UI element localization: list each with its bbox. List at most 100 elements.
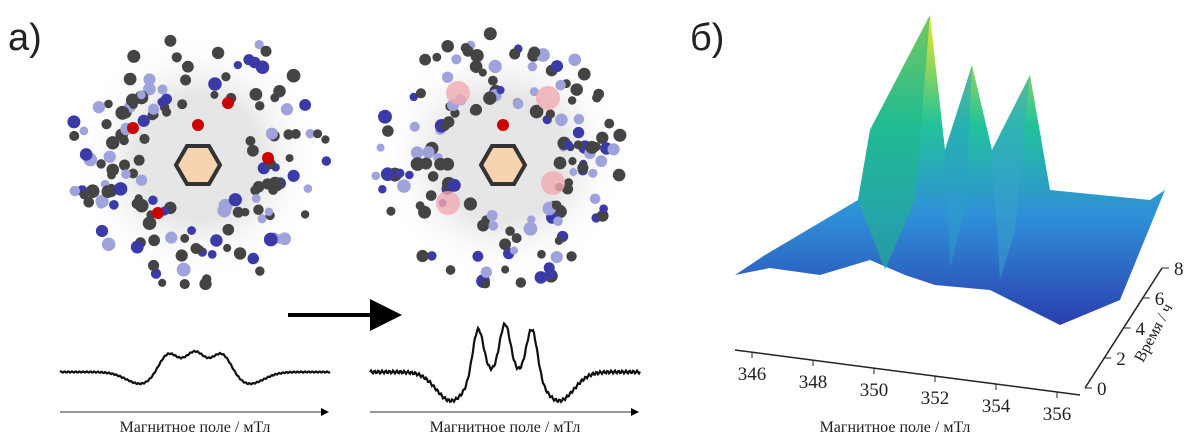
- atom: [513, 99, 523, 109]
- atom: [512, 233, 522, 243]
- atom: [131, 241, 144, 254]
- atom: [442, 72, 453, 83]
- atom: [304, 184, 313, 193]
- y-tick-label: 6: [1155, 289, 1165, 310]
- atom: [106, 136, 119, 149]
- atom: [568, 53, 581, 66]
- atom: [288, 170, 300, 182]
- atom: [157, 98, 166, 107]
- atom: [528, 46, 540, 58]
- atom: [377, 144, 385, 152]
- atom: [537, 250, 546, 259]
- atom: [551, 251, 563, 263]
- atom: [378, 110, 392, 124]
- atom: [574, 114, 585, 125]
- atom: [70, 186, 80, 196]
- atom: [148, 196, 157, 205]
- atom: [420, 157, 432, 169]
- axis-label: Магнитное поле / мТл: [120, 419, 271, 436]
- atom: [551, 60, 563, 72]
- atom: [378, 185, 386, 193]
- atom: [497, 119, 509, 131]
- atom: [555, 237, 563, 245]
- atom: [509, 48, 520, 59]
- y-tick-label: 8: [1174, 259, 1184, 280]
- atom: [566, 251, 576, 261]
- atom: [446, 265, 456, 275]
- panel-label: б): [690, 17, 724, 59]
- atom: [510, 247, 518, 255]
- atom: [119, 136, 128, 145]
- atom: [487, 210, 498, 221]
- atom: [199, 278, 211, 290]
- atom: [80, 148, 93, 161]
- atom: [158, 84, 168, 94]
- x-tick-label: 346: [738, 364, 767, 385]
- y-tick-label: 0: [1097, 379, 1107, 400]
- atom: [172, 52, 182, 62]
- atom: [249, 57, 261, 69]
- atom: [165, 232, 177, 244]
- atom: [553, 216, 563, 226]
- atom: [96, 225, 108, 237]
- atom: [252, 194, 261, 203]
- atom: [135, 199, 149, 213]
- atom: [234, 247, 246, 259]
- atom: [461, 43, 471, 53]
- atom: [590, 193, 601, 204]
- atom: [148, 235, 160, 247]
- axis-label: Магнитное поле / мТл: [820, 419, 971, 436]
- atom: [451, 54, 461, 64]
- atom: [212, 47, 224, 59]
- atom: [261, 46, 272, 57]
- atom: [416, 250, 428, 262]
- atom: [180, 279, 190, 289]
- epr-spectrum: [60, 351, 330, 384]
- atom: [247, 253, 259, 265]
- atom: [177, 263, 191, 277]
- oxygen: [222, 97, 234, 109]
- atom: [258, 214, 267, 223]
- atom: [291, 129, 301, 139]
- epr-spectrum: [370, 323, 640, 401]
- x-tick-label: 348: [799, 372, 828, 393]
- atom: [564, 140, 573, 149]
- atom: [608, 143, 620, 155]
- atom: [573, 127, 584, 138]
- atom: [592, 142, 601, 151]
- atom: [255, 266, 264, 275]
- atom: [148, 260, 159, 271]
- atom: [395, 169, 404, 178]
- atom: [264, 233, 278, 247]
- molecular-structures: [67, 27, 628, 290]
- oxygen: [262, 152, 274, 164]
- atom: [107, 170, 116, 179]
- surface-plot: [735, 15, 1165, 325]
- atom: [554, 157, 567, 170]
- atom: [301, 210, 309, 218]
- atom: [96, 159, 105, 168]
- atom: [569, 168, 577, 176]
- atom: [528, 62, 537, 71]
- atom: [287, 69, 301, 83]
- atom: [93, 101, 105, 113]
- atom: [67, 115, 80, 128]
- atom: [104, 100, 113, 109]
- atom: [136, 175, 147, 186]
- atom: [148, 104, 159, 115]
- atom: [177, 99, 187, 109]
- atom: [422, 146, 434, 158]
- atom: [397, 179, 411, 193]
- atom: [265, 208, 273, 216]
- atom: [266, 128, 278, 140]
- atom: [564, 178, 573, 187]
- atom: [448, 179, 461, 192]
- atom: [139, 134, 149, 144]
- atom: [221, 72, 230, 81]
- atom: [410, 122, 420, 132]
- atom: [119, 160, 130, 171]
- oxygen: [127, 122, 139, 134]
- atom: [386, 207, 395, 216]
- oxygen: [152, 207, 164, 219]
- atom: [488, 76, 498, 86]
